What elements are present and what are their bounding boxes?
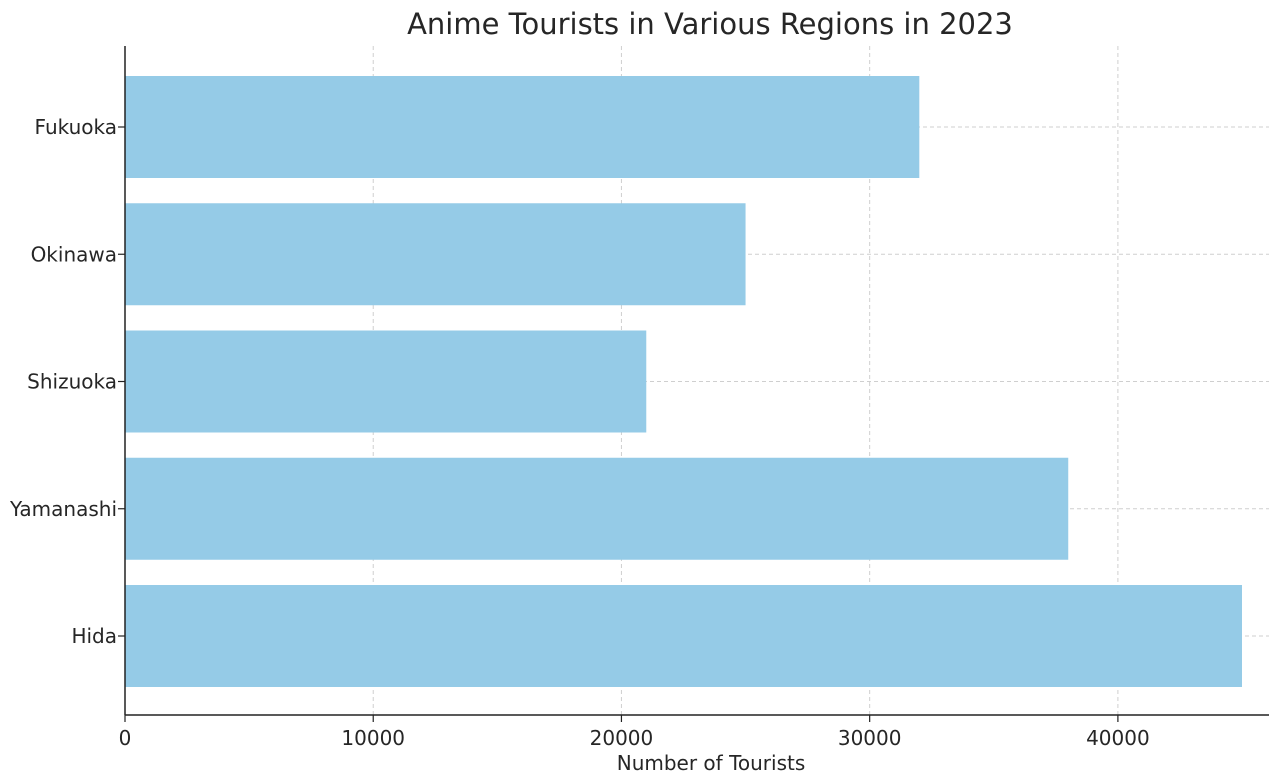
y-tick-label: Shizuoka — [27, 370, 117, 394]
y-tick-label: Okinawa — [31, 242, 117, 266]
bar-yamanashi — [125, 457, 1069, 560]
x-tick-label: 20000 — [590, 726, 654, 750]
bar-okinawa — [125, 203, 746, 306]
chart-title: Anime Tourists in Various Regions in 202… — [407, 7, 1013, 41]
x-axis-title: Number of Tourists — [617, 751, 806, 775]
y-tick-label: Hida — [71, 624, 117, 648]
bars — [125, 76, 1242, 687]
bar-shizuoka — [125, 330, 647, 433]
bar-hida — [125, 585, 1242, 687]
x-tick-label: 40000 — [1086, 726, 1150, 750]
y-axis-ticks: Fukuoka Okinawa Shizuoka Yamanashi Hida — [9, 115, 125, 648]
x-tick-label: 0 — [119, 726, 132, 750]
x-tick-label: 10000 — [341, 726, 405, 750]
axes — [124, 46, 1269, 716]
y-tick-label: Fukuoka — [35, 115, 117, 139]
x-axis-ticks: 0 10000 20000 30000 40000 — [119, 715, 1150, 750]
bar-fukuoka — [125, 76, 920, 178]
y-tick-label: Yamanashi — [9, 497, 117, 521]
x-tick-label: 30000 — [838, 726, 902, 750]
